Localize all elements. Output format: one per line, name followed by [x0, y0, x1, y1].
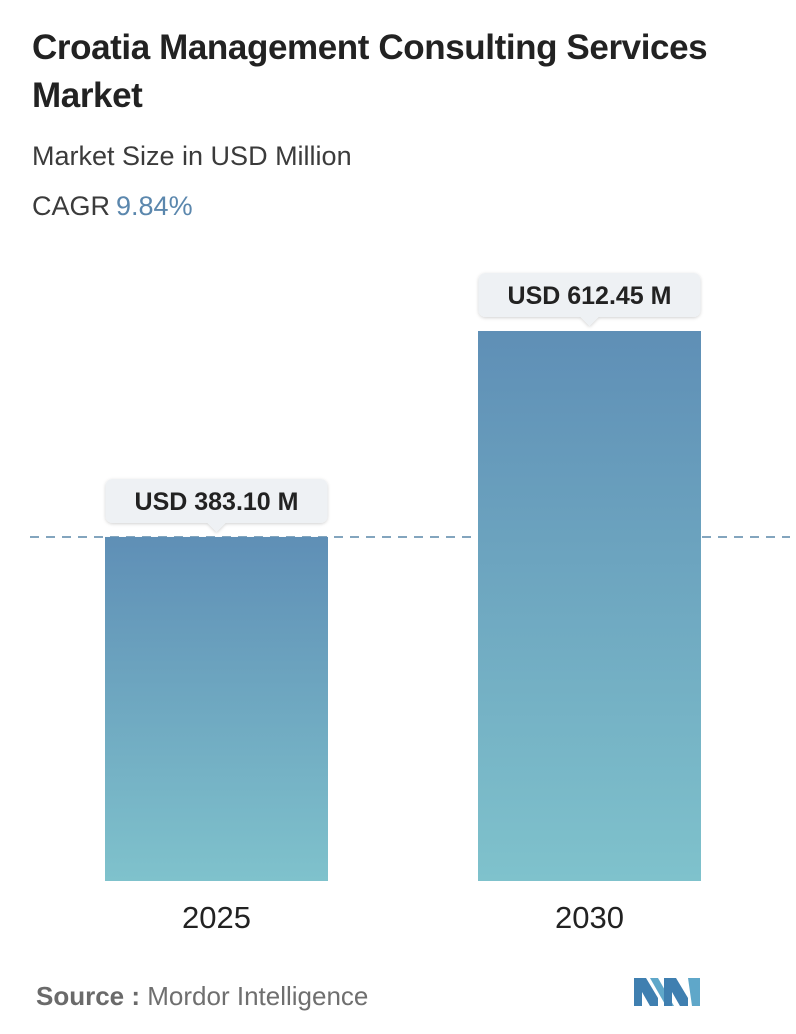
cagr-label: CAGR	[32, 191, 111, 221]
cagr-line: CAGR 9.84%	[32, 188, 193, 224]
source-value: Mordor Intelligence	[147, 981, 369, 1011]
chart-title: Croatia Management Consulting Services M…	[32, 28, 708, 115]
data-label-2025	[105, 478, 328, 532]
source-label: Source :	[36, 981, 141, 1011]
cagr-value: 9.84%	[116, 191, 193, 221]
data-label-text: USD 612.45 M	[508, 282, 672, 310]
bar-chart: USD 383.10 M 2025 USD 612.45 M 2030	[30, 273, 790, 935]
chart-subtitle: Market Size in USD Million	[32, 141, 352, 171]
data-label-text: USD 383.10 M	[135, 488, 299, 516]
x-tick-label: 2025	[182, 900, 251, 935]
bar-2030	[478, 331, 701, 881]
x-tick-label: 2030	[555, 900, 624, 935]
source-line: Source : Mordor Intelligence	[36, 978, 368, 1014]
mordor-intelligence-logo-icon	[634, 978, 700, 1006]
bar-2025	[105, 536, 328, 881]
data-label-2030	[478, 273, 701, 326]
